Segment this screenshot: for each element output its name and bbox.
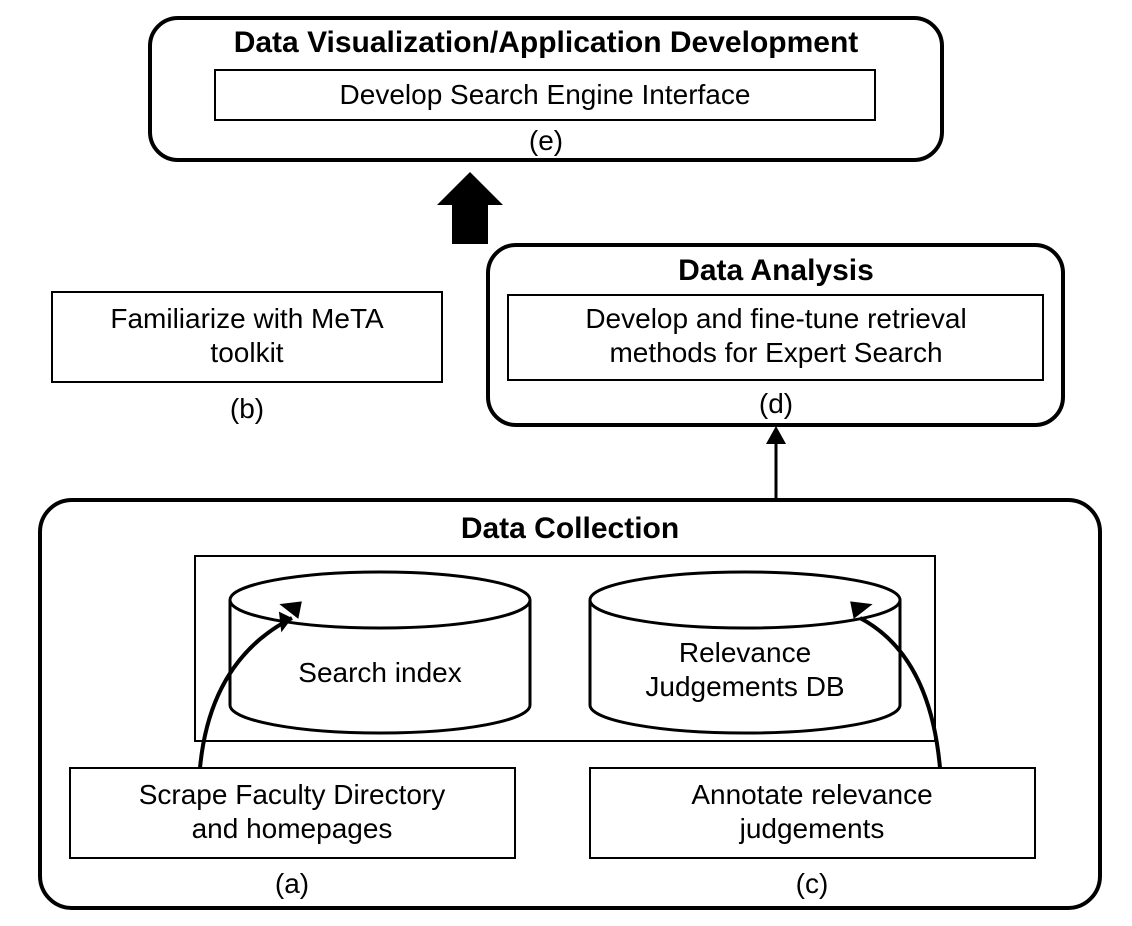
scrape-label-line1: Scrape Faculty Directory [139, 779, 446, 810]
dataviz-inner-label: Develop Search Engine Interface [340, 79, 751, 110]
flowchart-diagram: Data Visualization/Application Developme… [0, 0, 1132, 926]
annotate-label-line2: judgements [739, 813, 885, 844]
search-index-label: Search index [298, 657, 461, 688]
dataviz-caption: (e) [529, 125, 563, 156]
analysis-title: Data Analysis [678, 254, 874, 287]
group-dataviz: Data Visualization/Application Developme… [150, 18, 942, 160]
meta-label-line2: toolkit [210, 337, 283, 368]
relevance-db-label-line2: Judgements DB [645, 671, 844, 702]
analysis-caption: (d) [759, 388, 793, 419]
scrape-caption: (a) [275, 868, 309, 899]
group-analysis: Data Analysis Develop and fine-tune retr… [488, 245, 1063, 425]
analysis-inner-line1: Develop and fine-tune retrieval [585, 303, 966, 334]
meta-caption: (b) [230, 393, 264, 424]
arrow-collection-to-analysis [766, 426, 786, 500]
meta-label-line1: Familiarize with MeTA [110, 303, 384, 334]
group-collection: Data Collection Search index Relevance J… [40, 500, 1100, 908]
annotate-caption: (c) [796, 868, 829, 899]
box-meta-toolkit: Familiarize with MeTA toolkit (b) [52, 292, 442, 424]
annotate-label-line1: Annotate relevance [691, 779, 932, 810]
collection-title: Data Collection [461, 512, 679, 545]
dataviz-title: Data Visualization/Application Developme… [234, 26, 859, 59]
arrow-analysis-to-dataviz [437, 172, 503, 244]
cylinder-relevance-db: Relevance Judgements DB [590, 572, 900, 733]
scrape-label-line2: and homepages [192, 813, 393, 844]
analysis-inner-line2: methods for Expert Search [609, 337, 942, 368]
cylinder-search-index: Search index [230, 572, 530, 733]
relevance-db-label-line1: Relevance [679, 637, 811, 668]
